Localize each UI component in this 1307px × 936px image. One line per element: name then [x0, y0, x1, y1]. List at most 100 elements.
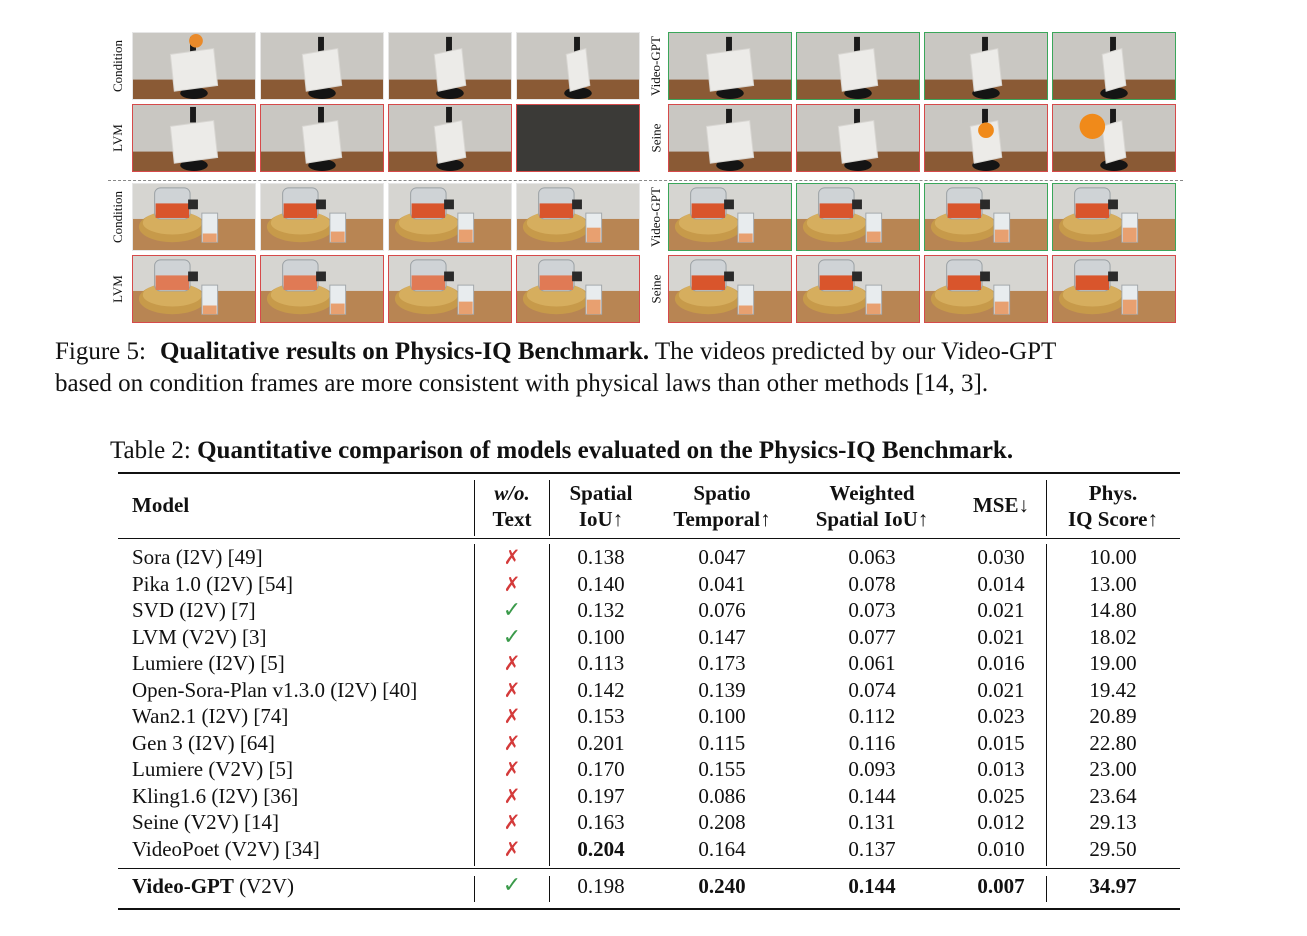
header-st-line1: Spatio — [693, 481, 751, 505]
table-row-score: 29.50 — [1089, 836, 1137, 861]
table-row-score: 20.89 — [1089, 704, 1137, 728]
figure-text-1: The videos predicted by our Video-GPT — [649, 338, 1057, 365]
header-wo-line2: Text — [492, 507, 532, 531]
videogpt-frame — [796, 32, 920, 100]
table-row-spatial: 0.113 — [577, 651, 625, 675]
table-row-score: 10.00 — [1089, 545, 1137, 569]
table-row-spatio-temporal: 0.208 — [698, 810, 746, 834]
condition-frame — [132, 183, 256, 251]
lvm-frame — [260, 255, 384, 323]
table-row-mse: 0.023 — [977, 704, 1025, 728]
lvm-frame — [260, 104, 384, 172]
seine-frame — [1052, 104, 1176, 172]
cross-icon: ✗ — [503, 704, 521, 728]
header-mse: MSE↓ — [972, 493, 1029, 517]
table-caption: Table 2: Quantitative comparison of mode… — [110, 437, 1210, 465]
table-row-spatial: 0.201 — [577, 730, 625, 755]
videogpt-frame — [668, 32, 792, 100]
table-row-mse: 0.021 — [977, 677, 1025, 702]
table-row-wo: ✗ — [476, 678, 548, 703]
table-row-mse: 0.012 — [977, 810, 1025, 834]
header-weighted-line2: Spatial IoU↑ — [815, 507, 929, 531]
table-row-model: SVD (I2V) [7] — [132, 598, 256, 622]
table-row-mse: 0.025 — [977, 783, 1025, 808]
row-label-text: Seine — [648, 123, 664, 153]
figure-caption: Figure 5: Qualitative results on Physics-… — [55, 336, 1255, 400]
table-row-weighted: 0.074 — [848, 677, 896, 702]
row-label-text: LVM — [110, 275, 126, 303]
table-row-spatio-temporal: 0.139 — [698, 677, 746, 702]
row-label-text: Condition — [110, 39, 126, 93]
table-row-weighted: 0.144 — [848, 783, 896, 808]
lvm-frame — [388, 104, 512, 172]
table-row-wo: ✗ — [476, 731, 548, 756]
table-row-mse: 0.013 — [977, 757, 1025, 781]
vrule-3-final — [1046, 876, 1047, 902]
table-row-mse: 0.015 — [977, 730, 1025, 755]
table-row-spatio-temporal: 0.173 — [698, 651, 746, 675]
table-row-mse: 0.014 — [977, 571, 1025, 596]
lvm-frame — [132, 104, 256, 172]
row-label: Condition — [108, 183, 128, 251]
table-row-mse: 0.021 — [977, 598, 1025, 622]
table-row-spatial: 0.140 — [577, 571, 625, 596]
cross-icon: ✗ — [503, 545, 521, 569]
condition-frame — [132, 32, 256, 100]
vrule-1-body — [474, 544, 475, 866]
header-phys-line1: Phys. — [1088, 481, 1138, 505]
table-row-spatio-temporal: 0.164 — [698, 836, 746, 861]
final-row-model: Video-GPT (V2V) — [132, 874, 294, 899]
header-weighted-line1: Weighted — [829, 481, 915, 505]
header-spatial-line1: Spatial — [569, 481, 633, 505]
table-row-mse: 0.016 — [977, 651, 1025, 675]
cross-icon: ✗ — [503, 783, 521, 808]
cross-icon: ✗ — [503, 677, 521, 702]
table-row-wo: ✗ — [476, 837, 548, 862]
table-row-model: LVM (V2V) [3] — [132, 624, 267, 649]
row-label: LVM — [108, 255, 128, 323]
header-spatial-iou: Spatial IoU↑ — [550, 480, 652, 532]
lvm-frame — [516, 104, 640, 172]
vrule-1-final — [474, 876, 475, 902]
condition-frame — [260, 32, 384, 100]
check-icon: ✓ — [502, 598, 522, 623]
final-row-st: 0.240 — [698, 874, 746, 898]
condition-frame — [516, 183, 640, 251]
table-row-spatio-temporal: 0.086 — [698, 783, 746, 808]
table-row-score: 14.80 — [1089, 598, 1137, 622]
table-row-score: 23.00 — [1089, 757, 1137, 781]
table-row-spatial: 0.163 — [577, 810, 625, 834]
table-row-spatial: 0.197 — [577, 783, 625, 808]
figure-label: Figure 5: — [55, 338, 146, 365]
seine-frame — [668, 104, 792, 172]
table-row-model: Pika 1.0 (I2V) [54] — [132, 571, 293, 596]
table-row-weighted: 0.078 — [848, 571, 896, 596]
table-row-wo: ✓ — [476, 625, 548, 650]
row-label: LVM — [108, 104, 128, 172]
table-row-score: 18.02 — [1089, 624, 1137, 649]
table-row-wo: ✗ — [476, 545, 548, 570]
table-row-weighted: 0.112 — [848, 704, 896, 728]
block-divider — [108, 180, 1183, 181]
header-rule — [118, 538, 1180, 539]
table-row-model: Seine (V2V) [14] — [132, 810, 279, 834]
table-row-model: Wan2.1 (I2V) [74] — [132, 704, 289, 728]
table-row-spatial: 0.153 — [577, 704, 625, 728]
table-row-spatio-temporal: 0.047 — [698, 545, 746, 569]
videogpt-frame — [1052, 183, 1176, 251]
condition-frame — [388, 32, 512, 100]
final-row-spatial: 0.198 — [577, 874, 625, 898]
vrule-2-final — [549, 876, 550, 902]
cross-icon: ✗ — [503, 730, 521, 755]
table-row-wo: ✗ — [476, 572, 548, 597]
header-st-line2: Temporal↑ — [673, 507, 771, 531]
table-row-weighted: 0.131 — [848, 810, 896, 834]
cross-icon: ✗ — [503, 757, 521, 781]
table-row-wo: ✗ — [476, 757, 548, 782]
videogpt-frame — [1052, 32, 1176, 100]
header-weighted-spatial-iou: Weighted Spatial IoU↑ — [798, 480, 946, 532]
table-row-spatio-temporal: 0.155 — [698, 757, 746, 781]
final-model-bold: Video-GPT — [132, 874, 234, 898]
header-phys-line2: IQ Score↑ — [1067, 507, 1159, 531]
table-label: Table 2: — [110, 437, 191, 464]
